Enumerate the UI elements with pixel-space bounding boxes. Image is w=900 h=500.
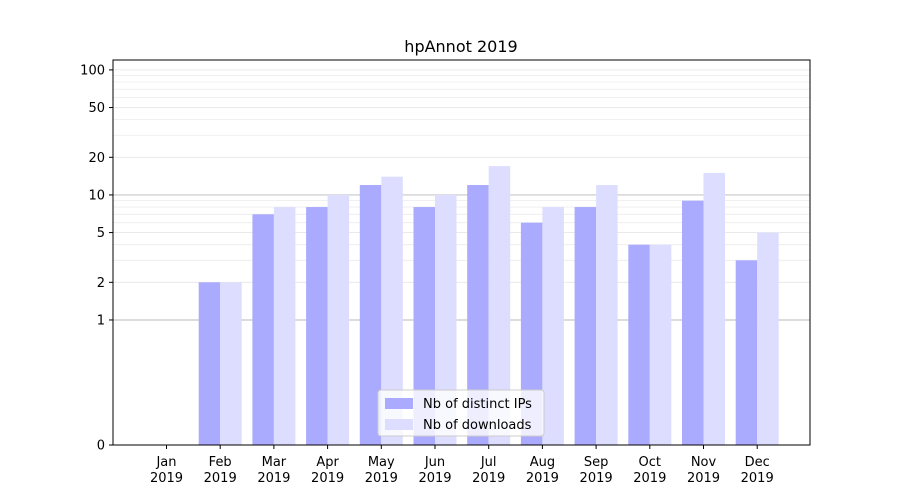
- legend: Nb of distinct IPs Nb of downloads: [377, 389, 545, 437]
- x-tick-label: Jan 2019: [150, 455, 183, 486]
- bar-downloads: [220, 282, 242, 445]
- bar-downloads: [488, 166, 511, 445]
- x-tick-label: Dec 2019: [741, 455, 774, 486]
- bar-downloads: [435, 194, 457, 445]
- bar-distinct-ips: [467, 185, 489, 445]
- bar-distinct-ips: [306, 207, 328, 445]
- x-tick-label: Feb 2019: [204, 455, 237, 486]
- bar-distinct-ips: [198, 282, 221, 445]
- legend-box: [377, 389, 545, 437]
- y-tick-label: 20: [88, 151, 105, 166]
- y-tick-label: 10: [88, 188, 105, 203]
- y-tick-label: 0: [97, 439, 105, 454]
- y-tick-label: 100: [80, 63, 105, 78]
- bars-layer: [198, 166, 779, 445]
- bar-distinct-ips: [628, 244, 650, 445]
- bar-distinct-ips: [574, 207, 597, 445]
- bar-downloads: [327, 194, 350, 445]
- legend-label: Nb of downloads: [423, 418, 532, 433]
- bar-distinct-ips: [359, 185, 382, 445]
- bar-distinct-ips: [520, 222, 543, 445]
- bar-distinct-ips: [413, 207, 435, 445]
- y-tick-label: 2: [97, 276, 105, 291]
- x-tick-label: Jul 2019: [472, 455, 505, 486]
- bar-downloads: [703, 172, 725, 445]
- bar-downloads: [381, 176, 403, 445]
- bar-downloads: [273, 207, 296, 445]
- x-tick-label: Apr 2019: [311, 455, 344, 486]
- legend-swatch: [385, 419, 413, 430]
- x-tick-label: Aug 2019: [526, 455, 559, 486]
- bar-downloads: [757, 232, 779, 445]
- x-tick-label: May 2019: [365, 455, 398, 486]
- chart-title: hpAnnot 2019: [404, 37, 517, 56]
- x-tick-label: Jun 2019: [418, 455, 451, 486]
- bar-distinct-ips: [252, 214, 274, 445]
- bar-downloads: [596, 185, 618, 445]
- y-tick-label: 50: [88, 101, 105, 116]
- bar-distinct-ips: [682, 200, 704, 445]
- bar-distinct-ips: [735, 260, 758, 445]
- bar-downloads: [542, 207, 564, 445]
- x-tick-label: Nov 2019: [687, 455, 720, 486]
- bar-downloads: [649, 244, 672, 445]
- x-tick-label: Mar 2019: [257, 455, 290, 486]
- legend-swatch: [385, 398, 413, 409]
- x-tick-label: Sep 2019: [580, 455, 613, 486]
- y-tick-label: 5: [97, 226, 105, 241]
- legend-label: Nb of distinct IPs: [423, 397, 532, 412]
- y-tick-label: 1: [97, 313, 105, 328]
- x-tick-label: Oct 2019: [633, 455, 666, 486]
- plot-frame: [112, 59, 811, 446]
- axes-layer: 0 1 2 5 10 20 50 100 Jan 2019 Feb 2019 Mar 2019 Apr 201…: [80, 59, 811, 486]
